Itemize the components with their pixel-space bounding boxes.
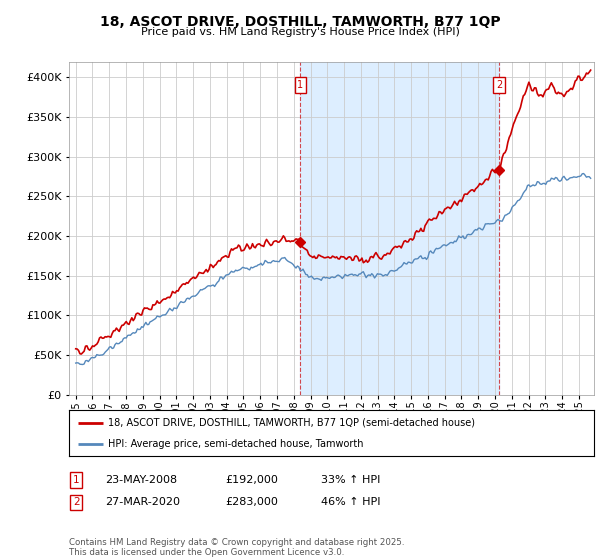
Bar xyxy=(301,62,499,395)
Text: 2: 2 xyxy=(496,80,502,90)
Text: 2: 2 xyxy=(73,497,80,507)
Text: Price paid vs. HM Land Registry's House Price Index (HPI): Price paid vs. HM Land Registry's House … xyxy=(140,27,460,37)
Text: 46% ↑ HPI: 46% ↑ HPI xyxy=(321,497,380,507)
Text: £283,000: £283,000 xyxy=(225,497,278,507)
Text: 1: 1 xyxy=(297,80,304,90)
Text: 18, ASCOT DRIVE, DOSTHILL, TAMWORTH, B77 1QP: 18, ASCOT DRIVE, DOSTHILL, TAMWORTH, B77… xyxy=(100,15,500,29)
Text: £192,000: £192,000 xyxy=(225,475,278,485)
Text: HPI: Average price, semi-detached house, Tamworth: HPI: Average price, semi-detached house,… xyxy=(109,439,364,449)
Text: 1: 1 xyxy=(73,475,80,485)
Text: 27-MAR-2020: 27-MAR-2020 xyxy=(105,497,180,507)
Text: Contains HM Land Registry data © Crown copyright and database right 2025.
This d: Contains HM Land Registry data © Crown c… xyxy=(69,538,404,557)
Text: 33% ↑ HPI: 33% ↑ HPI xyxy=(321,475,380,485)
Text: 18, ASCOT DRIVE, DOSTHILL, TAMWORTH, B77 1QP (semi-detached house): 18, ASCOT DRIVE, DOSTHILL, TAMWORTH, B77… xyxy=(109,418,475,428)
Text: 23-MAY-2008: 23-MAY-2008 xyxy=(105,475,177,485)
